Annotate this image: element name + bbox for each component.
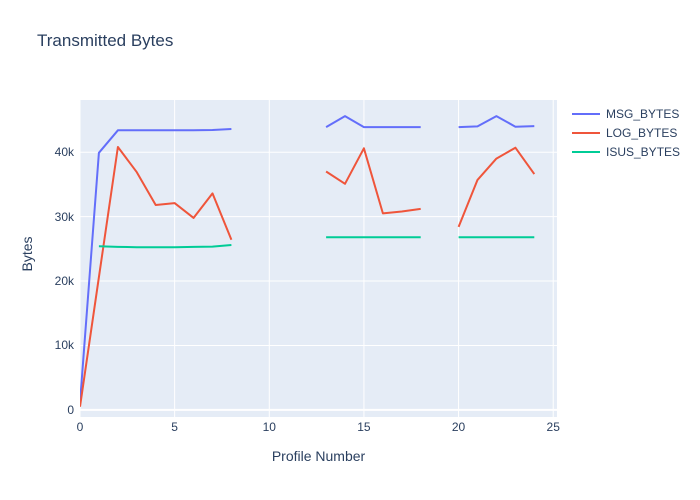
y-tick-label: 0 bbox=[67, 402, 74, 417]
plot-canvas bbox=[80, 100, 557, 417]
legend-label: ISUS_BYTES bbox=[606, 144, 681, 159]
y-tick-label: 40k bbox=[54, 145, 74, 160]
legend-line-swatch bbox=[572, 150, 600, 153]
legend: MSG_BYTES LOG_BYTES ISUS_BYTES bbox=[572, 104, 680, 161]
x-tick-label: 20 bbox=[451, 420, 466, 434]
legend-label: MSG_BYTES bbox=[606, 106, 680, 121]
series-line-isus_bytes bbox=[98, 244, 232, 249]
series-line-log_bytes bbox=[80, 146, 233, 407]
x-tick-label: 15 bbox=[357, 420, 371, 434]
plot-background bbox=[80, 100, 557, 417]
legend-item-isus_bytes[interactable]: ISUS_BYTES bbox=[572, 142, 680, 161]
y-tick-label: 30k bbox=[54, 209, 74, 224]
y-tick-label: 10k bbox=[54, 338, 74, 353]
series-line-msg_bytes bbox=[325, 115, 421, 129]
series-line-msg_bytes bbox=[458, 115, 535, 129]
x-tick-label: 10 bbox=[262, 420, 276, 434]
legend-line-swatch bbox=[572, 112, 600, 115]
legend-item-msg_bytes[interactable]: MSG_BYTES bbox=[572, 104, 680, 123]
x-axis-title: Profile Number bbox=[271, 448, 366, 464]
x-tick-label: 25 bbox=[546, 420, 560, 434]
x-tick-label: 5 bbox=[171, 420, 178, 434]
x-tick-label: 0 bbox=[76, 420, 84, 434]
legend-line-swatch bbox=[572, 131, 600, 134]
series-line-log_bytes bbox=[325, 147, 421, 215]
chart-title: Transmitted Bytes bbox=[37, 31, 174, 50]
series-line-msg_bytes bbox=[80, 128, 232, 403]
plot-area[interactable] bbox=[80, 100, 557, 417]
y-axis-title: Bytes bbox=[19, 236, 35, 272]
y-tick-label: 20k bbox=[54, 274, 74, 289]
legend-item-log_bytes[interactable]: LOG_BYTES bbox=[572, 123, 680, 142]
legend-label: LOG_BYTES bbox=[606, 125, 678, 140]
series-line-log_bytes bbox=[457, 146, 536, 228]
